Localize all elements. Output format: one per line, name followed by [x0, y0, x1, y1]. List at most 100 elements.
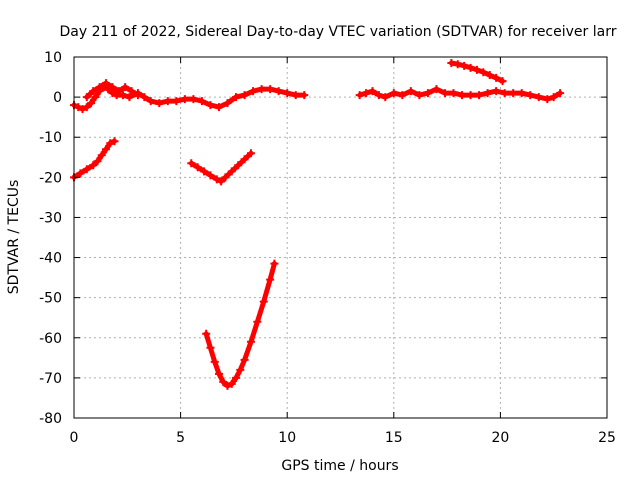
data-point	[447, 59, 456, 68]
y-tick-label: 10	[44, 50, 62, 66]
data-point	[246, 337, 255, 346]
data-point	[257, 85, 266, 94]
y-tick-label: -60	[39, 331, 62, 347]
data-point	[82, 103, 91, 112]
data-point	[140, 93, 149, 102]
series-arc-1	[70, 83, 309, 114]
data-point	[108, 83, 117, 92]
data-point	[389, 89, 398, 98]
data-point	[91, 93, 100, 102]
data-point	[223, 99, 232, 108]
data-point	[253, 317, 262, 326]
data-point	[249, 87, 258, 96]
data-point	[95, 83, 104, 92]
data-point	[121, 83, 130, 92]
data-point	[76, 169, 85, 178]
data-point	[206, 343, 215, 352]
data-point	[187, 159, 196, 168]
y-tick-label: -20	[39, 170, 62, 186]
data-point	[509, 89, 518, 98]
data-point	[82, 93, 91, 102]
data-point	[125, 93, 134, 102]
x-tick-label: 20	[491, 430, 509, 446]
x-tick-label: 25	[598, 430, 616, 446]
data-point	[172, 97, 181, 106]
data-point	[89, 87, 98, 96]
data-point	[101, 79, 110, 88]
data-point	[101, 145, 110, 154]
data-marks	[70, 59, 565, 390]
data-point	[458, 91, 467, 100]
series-arc-3	[187, 149, 255, 186]
data-point	[475, 91, 484, 100]
data-point	[74, 103, 83, 112]
data-point	[374, 91, 383, 100]
data-point	[133, 91, 142, 100]
data-point	[180, 95, 189, 104]
x-tick-label: 10	[278, 430, 296, 446]
data-point	[355, 91, 364, 100]
data-point	[93, 157, 102, 166]
data-point	[449, 89, 458, 98]
data-point	[97, 151, 106, 160]
data-point	[270, 259, 279, 268]
data-point	[423, 89, 432, 98]
data-point	[266, 85, 275, 94]
series-arc-5	[355, 85, 565, 104]
series-line	[71, 84, 307, 112]
data-point	[479, 68, 488, 77]
y-tick-label: -50	[39, 291, 62, 307]
data-point	[223, 381, 232, 390]
data-point	[232, 93, 241, 102]
data-point	[534, 93, 543, 102]
data-point	[483, 89, 492, 98]
data-point	[485, 71, 494, 80]
data-point	[212, 175, 221, 184]
data-point	[472, 65, 481, 74]
data-point	[453, 60, 462, 69]
data-point	[210, 357, 219, 366]
data-point	[500, 89, 509, 98]
y-tick-label: -70	[39, 371, 62, 387]
plot-frame	[73, 56, 608, 419]
data-point	[217, 177, 226, 186]
grid-lines	[74, 57, 607, 418]
y-tick-label: -10	[39, 130, 62, 146]
y-axis-label: SDTVAR / TECUs	[6, 180, 22, 295]
data-point	[440, 89, 449, 98]
series-arc-1b	[82, 79, 142, 102]
data-point	[368, 87, 377, 96]
data-point	[432, 85, 441, 94]
data-point	[526, 91, 535, 100]
data-point	[193, 163, 202, 172]
chart-title: Day 211 of 2022, Sidereal Day-to-day VTE…	[60, 24, 617, 40]
data-point	[219, 377, 228, 386]
data-point	[206, 171, 215, 180]
data-point	[466, 91, 475, 100]
x-tick-label: 5	[176, 430, 185, 446]
data-point	[466, 63, 475, 72]
data-point	[78, 105, 87, 114]
data-point	[155, 99, 164, 108]
data-point	[398, 91, 407, 100]
data-point	[234, 161, 243, 170]
y-tick-label: -30	[39, 210, 62, 226]
data-point	[240, 355, 249, 364]
data-point	[246, 149, 255, 158]
data-point	[300, 91, 309, 100]
data-point	[202, 329, 211, 338]
x-tick-label: 15	[385, 430, 403, 446]
data-point	[146, 97, 155, 106]
x-axis-ticks: 0 5 10 15 20 25	[70, 57, 616, 446]
data-point	[227, 379, 236, 388]
data-point	[236, 365, 245, 374]
data-point	[197, 97, 206, 106]
data-point	[549, 93, 558, 102]
data-point	[517, 89, 526, 98]
data-point	[189, 95, 198, 104]
data-point	[498, 77, 507, 86]
data-point	[240, 91, 249, 100]
data-point	[127, 87, 136, 96]
data-point	[415, 91, 424, 100]
